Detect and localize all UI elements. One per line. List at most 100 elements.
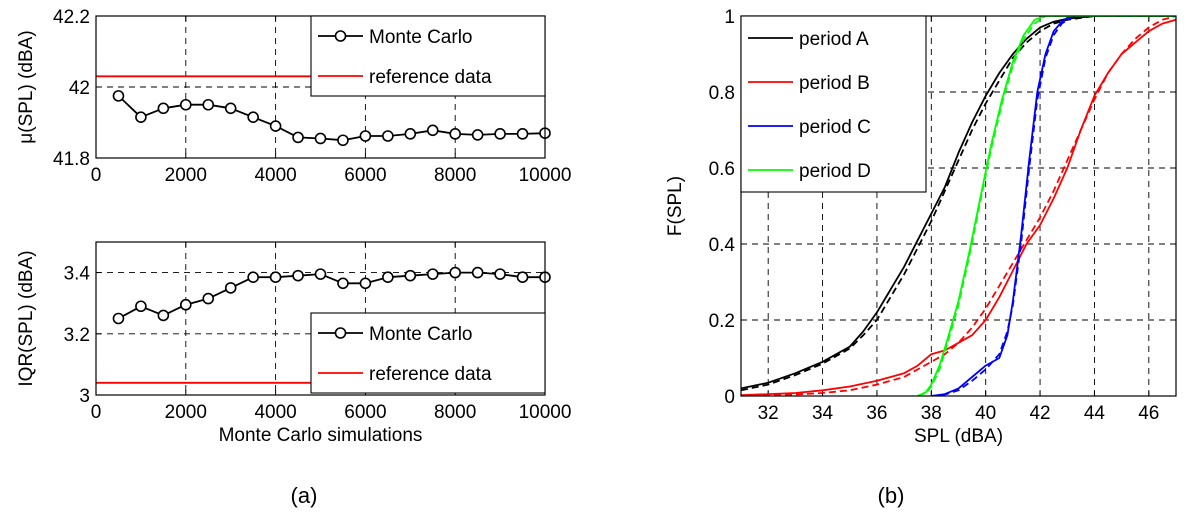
legend: Monte Carlo reference data <box>310 312 546 394</box>
y-axis-label: μ(SPL) (dBA) <box>16 30 37 143</box>
x-tick-label: 4000 <box>254 165 296 186</box>
monte-carlo-line <box>118 271 545 320</box>
y-tick-label: 0.6 <box>709 159 735 180</box>
period-b-line <box>741 18 1176 396</box>
legend-label: period D <box>799 161 871 182</box>
caption-a: (a) <box>291 483 318 508</box>
y-tick-label: 0.2 <box>709 311 735 332</box>
monte-carlo-point <box>359 130 372 142</box>
x-tick-label: 42 <box>1029 403 1050 424</box>
monte-carlo-point <box>135 300 147 313</box>
y-tick-label: 0.8 <box>709 83 735 104</box>
monte-carlo-point <box>157 102 170 115</box>
monte-carlo-point <box>494 268 506 280</box>
y-tick-label: 0.4 <box>709 235 736 256</box>
monte-carlo-point <box>404 269 417 282</box>
x-tick-label: 40 <box>975 403 996 424</box>
monte-carlo-point <box>426 268 439 280</box>
period-c-line <box>931 16 1176 396</box>
legend-marker <box>334 327 347 339</box>
x-tick-label: 0 <box>91 402 102 423</box>
monte-carlo-point <box>337 134 349 147</box>
period-d-line <box>917 16 1176 396</box>
monte-carlo-point <box>247 111 259 123</box>
monte-carlo-point <box>180 298 192 311</box>
monte-carlo-point <box>314 132 327 145</box>
chart-cdf-spl: 32 34 36 38 40 42 44 46 0 0.2 0.4 0.6 0.8 1 SPL (dBA) F… <box>665 7 1177 447</box>
series-dashed-line <box>741 16 1176 392</box>
monte-carlo-point <box>157 309 170 322</box>
monte-carlo-point <box>382 271 394 283</box>
x-tick-label: 6000 <box>344 402 386 423</box>
y-tick-label: 3 <box>79 386 90 407</box>
monte-carlo-point <box>516 271 529 283</box>
y-axis-label: F(SPL) <box>665 176 686 236</box>
monte-carlo-point <box>516 128 529 140</box>
monte-carlo-point <box>404 128 417 140</box>
monte-carlo-point <box>202 292 215 305</box>
monte-carlo-point <box>135 111 147 123</box>
legend-label: Monte Carlo <box>369 324 473 345</box>
monte-carlo-point <box>292 269 304 282</box>
monte-carlo-point <box>112 90 125 102</box>
x-tick-label: 44 <box>1084 403 1106 424</box>
legend-label: period B <box>799 73 870 94</box>
monte-carlo-point <box>471 129 484 141</box>
y-tick-label: 1 <box>724 7 735 28</box>
monte-carlo-point <box>449 266 462 279</box>
legend-label: period A <box>799 29 869 50</box>
monte-carlo-point <box>202 98 215 111</box>
series-dashed-line <box>741 16 1176 396</box>
x-tick-label: 2000 <box>165 165 207 186</box>
x-tick-label: 34 <box>812 403 834 424</box>
x-tick-label: 2000 <box>165 402 207 423</box>
x-tick-label: 38 <box>921 403 942 424</box>
monte-carlo-point <box>471 266 484 279</box>
x-tick-label: 36 <box>866 403 887 424</box>
monte-carlo-point <box>112 312 125 325</box>
legend-box <box>740 15 927 193</box>
legend-box <box>310 15 546 97</box>
x-axis-label: SPL (dBA) <box>914 426 1003 447</box>
x-tick-label: 0 <box>91 165 102 186</box>
legend: period A period B period C period D <box>740 15 927 193</box>
axes-frame <box>740 15 1177 397</box>
legend: Monte Carlo reference data <box>310 15 546 97</box>
chart-mu-spl: 0 2000 4000 6000 8000 10000 41.8 42 42.2 μ(SPL) (… <box>16 7 571 186</box>
monte-carlo-point <box>180 98 192 111</box>
monte-carlo-point <box>494 128 506 140</box>
y-tick-label: 42.2 <box>53 7 90 28</box>
monte-carlo-point <box>359 277 372 290</box>
monte-carlo-point <box>382 130 394 142</box>
monte-carlo-point <box>449 128 462 140</box>
legend-marker <box>334 30 347 42</box>
monte-carlo-point <box>269 271 282 283</box>
legend-label: reference data <box>369 364 492 385</box>
chart-iqr-spl: 0 2000 4000 6000 8000 10000 3 3.2 3.4 Monte Carlo… <box>16 241 572 446</box>
y-tick-label: 3.2 <box>64 325 90 346</box>
y-tick-label: 0 <box>724 387 735 408</box>
x-axis-label: Monte Carlo simulations <box>219 425 423 446</box>
legend-box <box>310 312 546 394</box>
x-tick-label: 10000 <box>519 402 572 423</box>
x-tick-label: 8000 <box>434 165 476 186</box>
x-tick-label: 32 <box>758 403 779 424</box>
legend-label: reference data <box>369 67 492 88</box>
monte-carlo-point <box>314 268 327 280</box>
y-axis-label: IQR(SPL) (dBA) <box>16 250 37 386</box>
monte-carlo-point <box>247 271 259 283</box>
legend-label: period C <box>799 117 871 138</box>
x-tick-label: 4000 <box>254 402 296 423</box>
x-tick-label: 10000 <box>519 165 572 186</box>
series-dashed-line <box>931 16 1176 396</box>
period-a-line <box>741 16 1176 390</box>
plot-area <box>741 16 1176 396</box>
monte-carlo-point <box>337 277 349 290</box>
legend-label: Monte Carlo <box>369 27 473 48</box>
monte-carlo-point <box>224 282 237 294</box>
x-tick-label: 6000 <box>344 165 386 186</box>
monte-carlo-point <box>269 120 282 132</box>
series-dashed-line <box>917 16 1176 396</box>
y-tick-label: 3.4 <box>64 264 91 285</box>
